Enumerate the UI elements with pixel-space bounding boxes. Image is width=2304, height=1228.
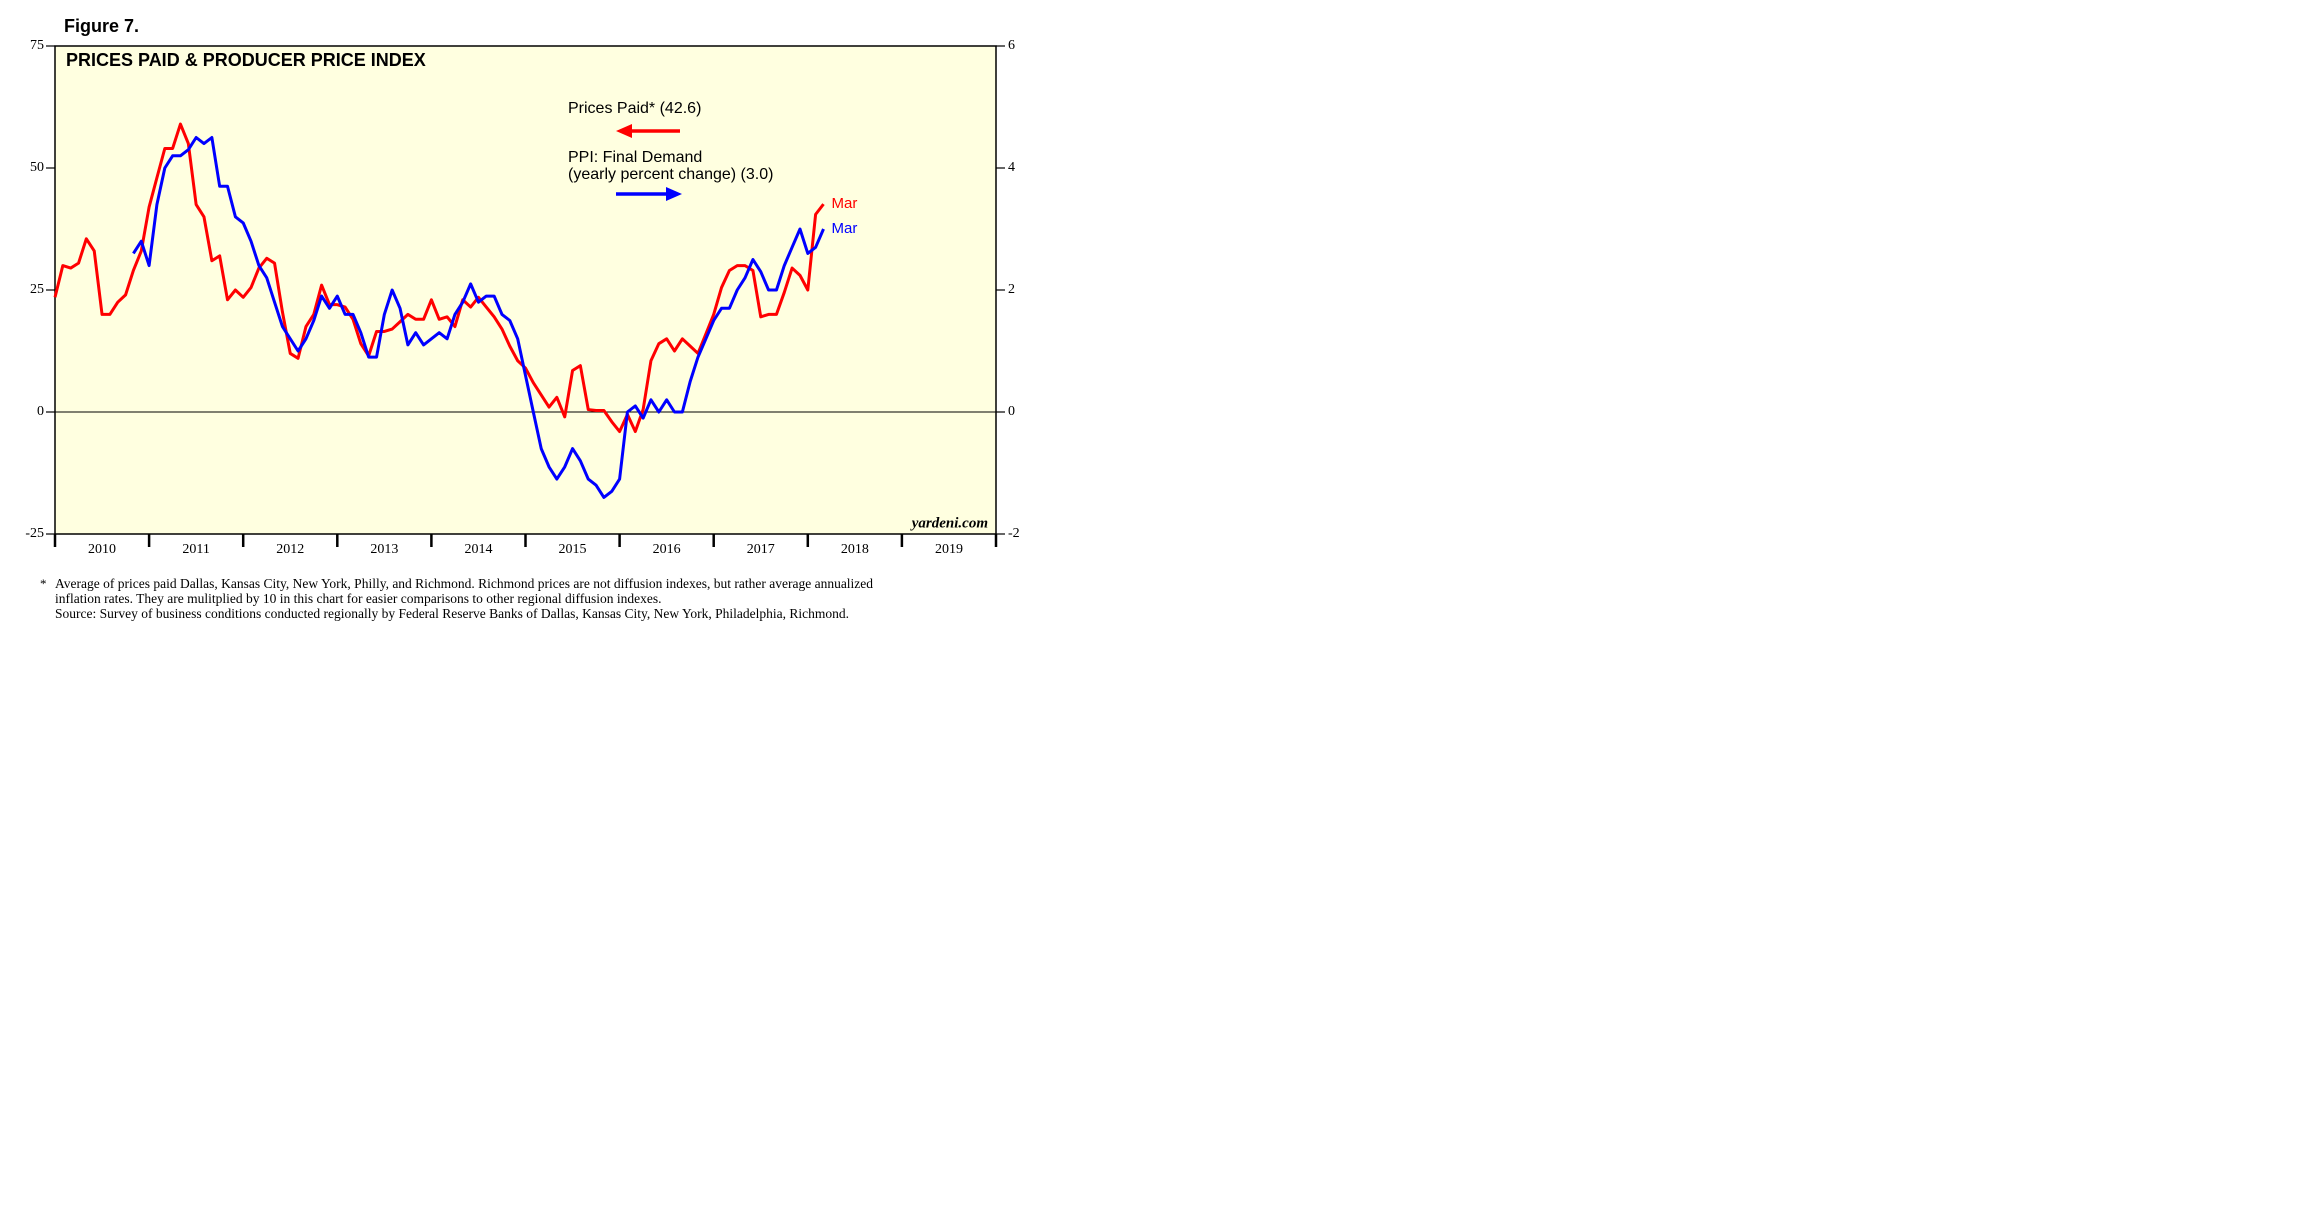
x-tick-label: 2018: [841, 542, 869, 557]
legend-note: (yearly percent change) (3.0): [568, 166, 773, 183]
series-line: [53, 122, 825, 434]
x-tick-label: 2015: [559, 542, 587, 557]
y2-tick-label: 0: [1008, 404, 1015, 419]
y-tick-label: 75: [30, 38, 44, 53]
source-label: yardeni.com: [910, 515, 988, 531]
footnote: Source: Survey of business conditions co…: [55, 606, 849, 621]
legend-label: Prices Paid* (42.6): [568, 100, 701, 117]
y-tick-label: 50: [30, 160, 44, 175]
x-tick-label: 2017: [747, 542, 775, 557]
y2-tick-label: 4: [1008, 160, 1015, 175]
x-tick-label: 2016: [653, 542, 681, 557]
figure-label: Figure 7.: [64, 16, 139, 36]
footnote: inflation rates. They are mulitplied by …: [55, 591, 661, 606]
y-tick-label: -25: [25, 526, 44, 541]
y-tick-label: 25: [30, 282, 44, 297]
x-tick-label: 2013: [370, 542, 398, 557]
x-tick-label: 2014: [464, 542, 492, 557]
footnote-marker: *: [40, 576, 47, 591]
x-tick-label: 2010: [88, 542, 116, 557]
y2-tick-label: 2: [1008, 282, 1015, 297]
end-label: Mar: [832, 195, 858, 212]
series-line: [132, 136, 825, 499]
legend-arrow-head: [616, 124, 632, 138]
legend-label: PPI: Final Demand: [568, 149, 702, 166]
y-tick-label: 0: [37, 404, 44, 419]
plot-area: [54, 45, 997, 535]
y2-tick-label: -2: [1008, 526, 1020, 541]
end-label: Mar: [832, 220, 858, 237]
legend-arrow-head: [666, 187, 682, 201]
x-tick-label: 2019: [935, 542, 963, 557]
x-tick-label: 2012: [276, 542, 304, 557]
y2-tick-label: 6: [1008, 38, 1015, 53]
chart-title: PRICES PAID & PRODUCER PRICE INDEX: [66, 50, 426, 70]
x-tick-label: 2011: [182, 542, 209, 557]
footnote: Average of prices paid Dallas, Kansas Ci…: [55, 576, 873, 591]
